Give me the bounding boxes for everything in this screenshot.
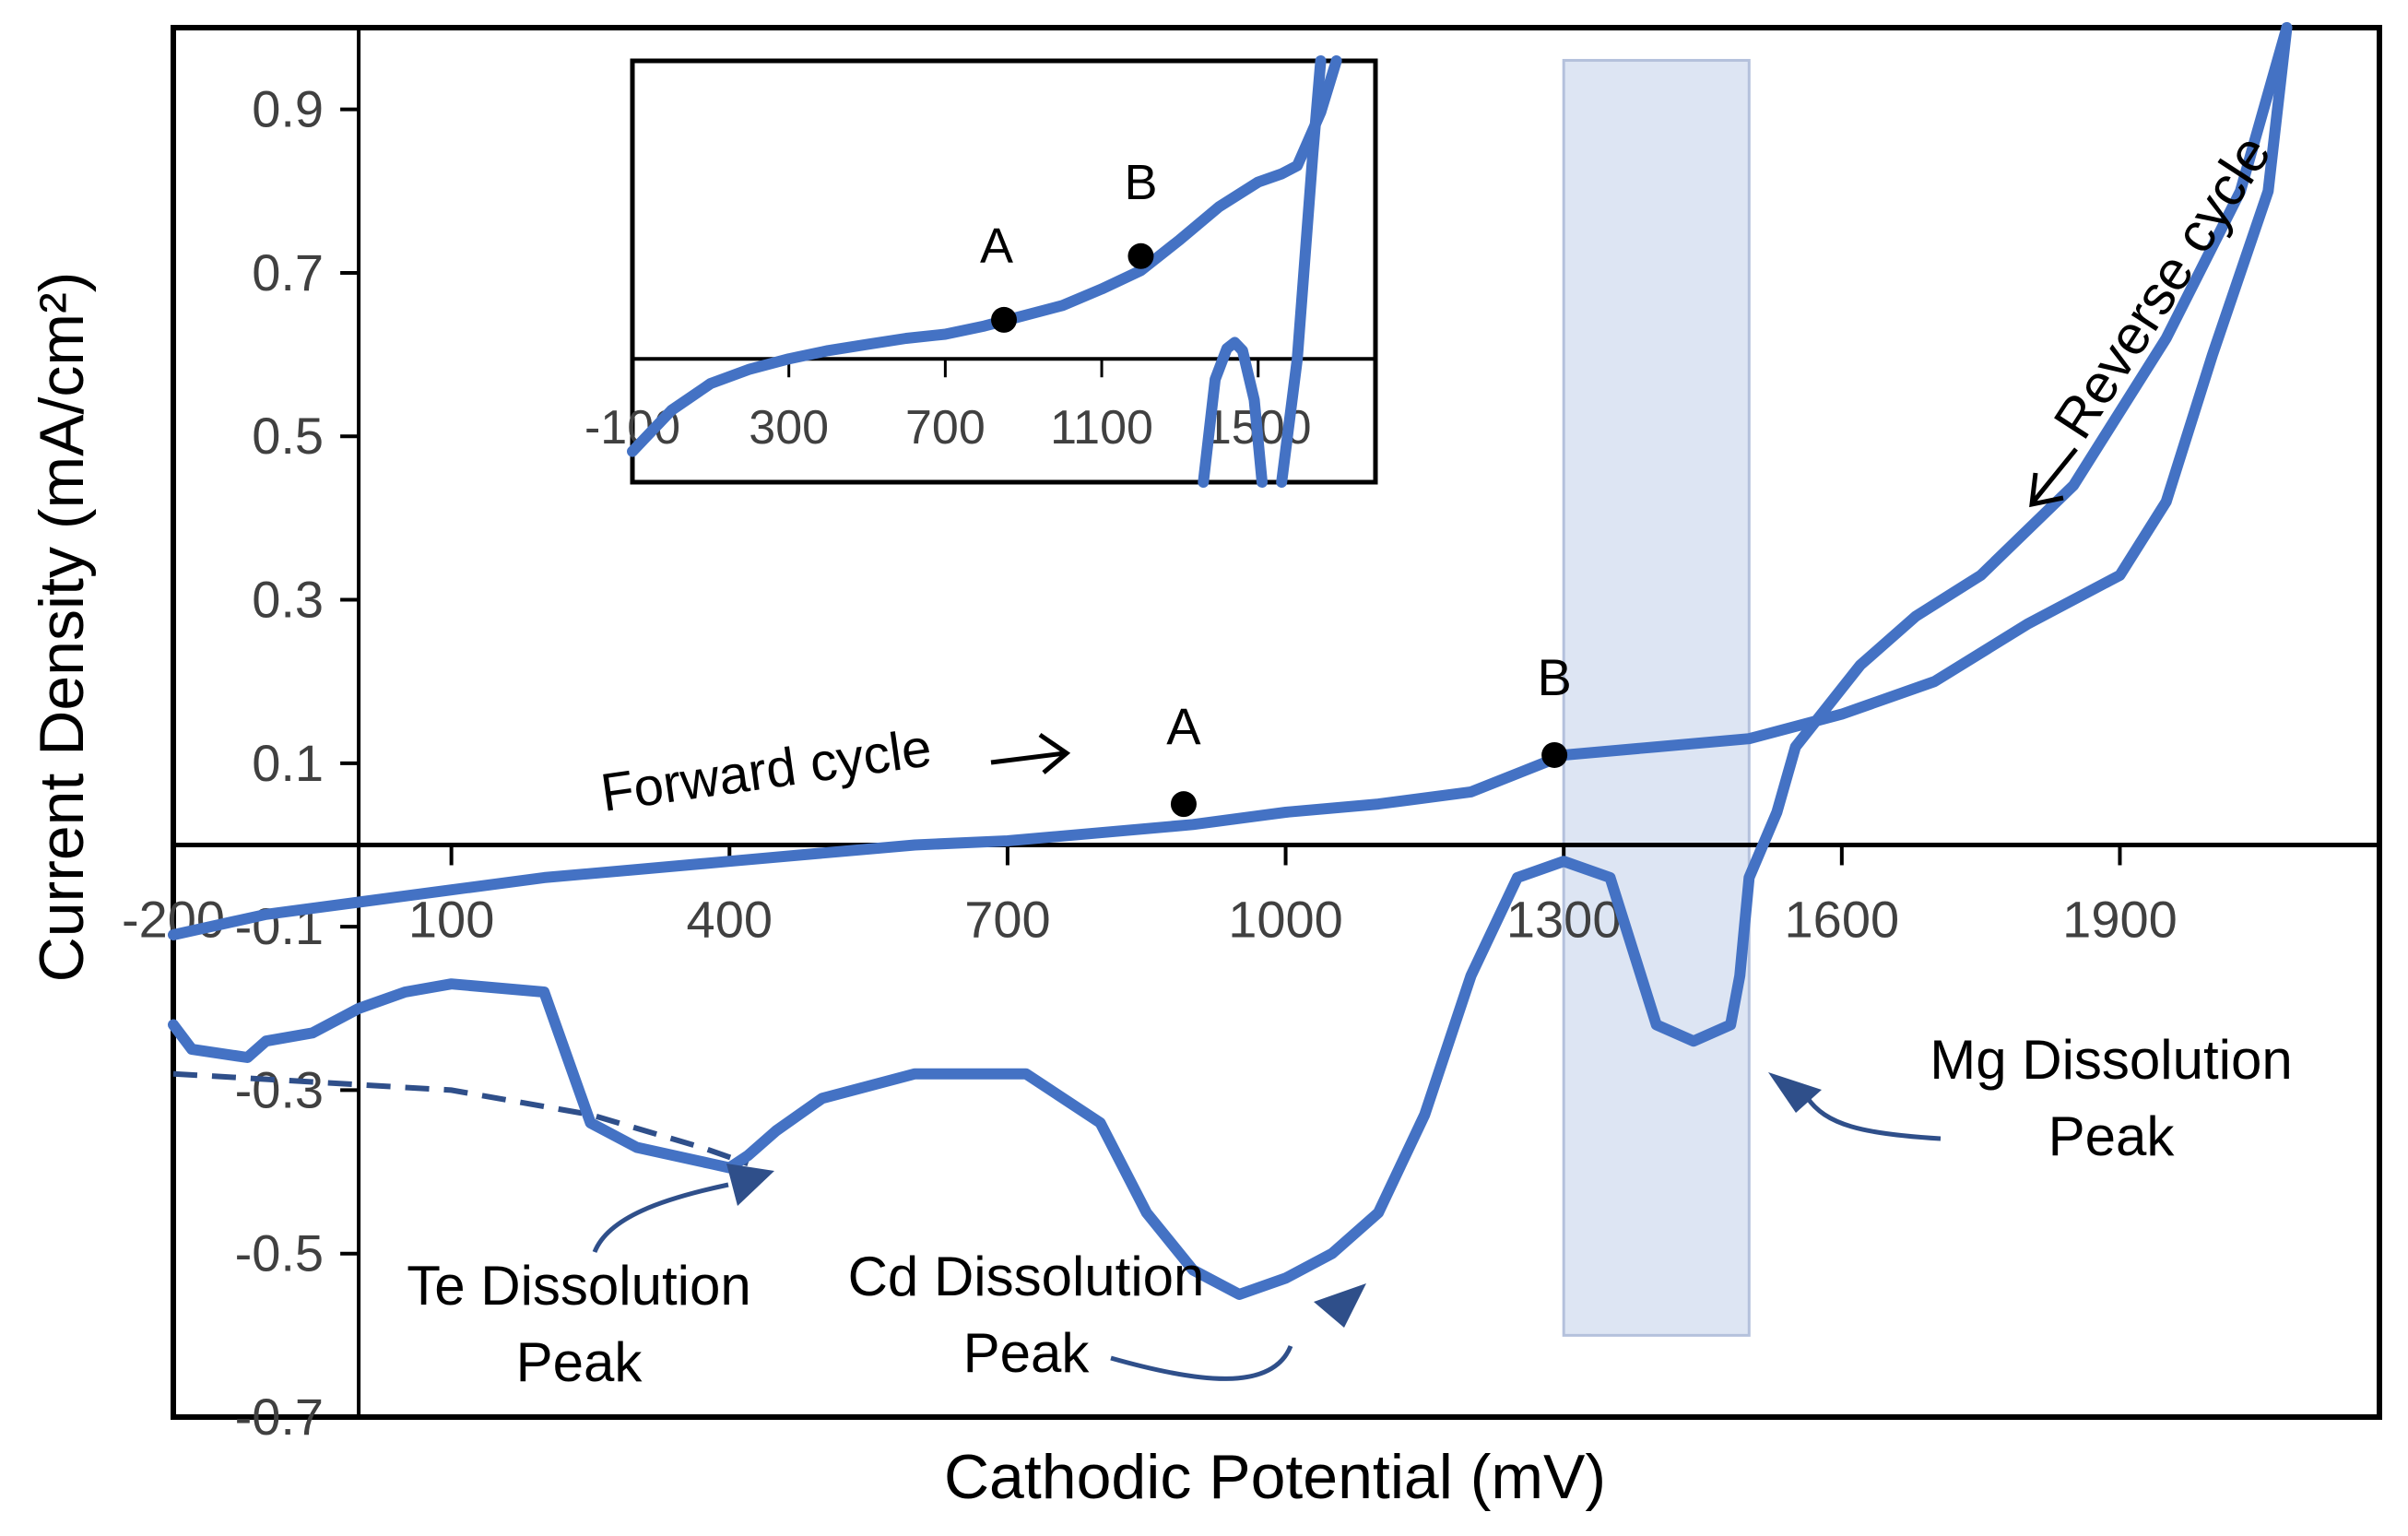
te-arrowhead-icon — [726, 1164, 774, 1206]
mg-dissolution-label-line1: Mg Dissolution — [1930, 1029, 2293, 1091]
reverse-cycle-label: Reverse cycle — [2042, 124, 2283, 449]
x-tick-label: 1300 — [1506, 890, 1622, 948]
y-tick-label: 0.3 — [252, 571, 324, 629]
inset-dip-line — [1198, 337, 1268, 488]
inset-point-b-marker — [1127, 242, 1154, 269]
x-tick-label: 700 — [964, 890, 1050, 948]
forward-arrow-icon — [990, 732, 1071, 774]
cd-arrowhead-icon — [1314, 1283, 1366, 1328]
point-b-label: B — [1537, 648, 1571, 706]
x-tick-label: 1000 — [1228, 890, 1343, 948]
cd-dissolution-label-line1: Cd Dissolution — [848, 1246, 1205, 1307]
forward-cycle-line — [168, 22, 2293, 940]
plot-frame — [171, 25, 2382, 1420]
highlight-band — [1562, 58, 1751, 1337]
te-callout-arrow-icon — [592, 1182, 729, 1253]
y-tick-label: 0.7 — [252, 243, 324, 301]
mg-callout-arrow-icon — [1804, 1095, 1942, 1141]
y-tick-label: -0.3 — [235, 1060, 325, 1118]
inset-reverse-line — [1276, 55, 1327, 488]
inset-point-b-label: B — [1124, 155, 1157, 210]
y-tick-label: 0.1 — [252, 734, 324, 792]
inset-forward-line — [627, 55, 1342, 457]
cd-dissolution-label-line2: Peak — [963, 1322, 1091, 1384]
inset-x-tick-label: 700 — [905, 401, 986, 455]
y-axis-title: Current Density (mA/cm²) — [27, 272, 97, 983]
x-tick-label: 100 — [408, 890, 494, 948]
te-dissolution-label-line1: Te Dissolution — [407, 1255, 751, 1317]
y-ticks: -0.7-0.5-0.3-0.10.10.30.50.70.9 — [235, 80, 360, 1446]
cd-callout-arrow-icon — [1110, 1345, 1293, 1381]
point-a-marker — [1170, 791, 1197, 818]
forward-cycle-label: Forward cycle — [597, 717, 936, 823]
point-b-marker — [1541, 741, 1568, 768]
x-axis-title: Cathodic Potential (mV) — [944, 1442, 1606, 1512]
y-tick-label: -0.7 — [235, 1388, 325, 1446]
x-tick-label: 1900 — [2062, 890, 2178, 948]
reverse-cycle-line — [168, 22, 2293, 1300]
y-tick-label: -0.5 — [235, 1224, 325, 1282]
inset-chart: -100 300 700 1100 1500 A B — [584, 55, 1378, 488]
point-a-label: A — [1166, 697, 1201, 755]
inset-point-a-marker — [991, 306, 1017, 333]
mg-arrowhead-icon — [1768, 1072, 1822, 1113]
te-dashed-baseline — [172, 1070, 750, 1167]
x-ticks: -200 100 400 700 1000 1300 1600 1900 — [122, 845, 2178, 948]
inset-x-tick-label: 1100 — [1050, 401, 1153, 455]
te-dissolution-label-line2: Peak — [516, 1331, 643, 1393]
inset-x-tick-label: 300 — [749, 401, 829, 455]
y-tick-label: 0.9 — [252, 80, 324, 138]
x-tick-label: 400 — [687, 890, 773, 948]
mg-dissolution-label-line2: Peak — [2048, 1105, 2176, 1167]
inset-point-a-label: A — [980, 219, 1013, 274]
reverse-arrow-icon — [2029, 447, 2078, 508]
x-tick-label: 1600 — [1785, 890, 1900, 948]
y-tick-label: 0.5 — [252, 407, 324, 465]
